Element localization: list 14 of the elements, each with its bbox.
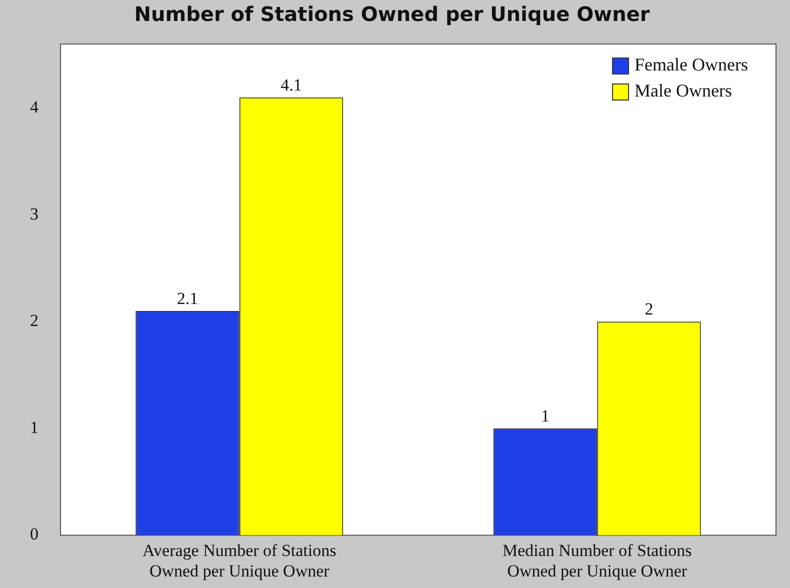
x-tick-label: Median Number of Stations Owned per Unique Owner xyxy=(502,540,692,580)
x-tick-label: Average Number of Stations Owned per Unique Owner xyxy=(142,540,336,580)
data-label: 4.1 xyxy=(280,75,302,94)
y-tick-label: 0 xyxy=(30,524,38,544)
y-tick-label: 4 xyxy=(30,98,39,117)
data-label: 1 xyxy=(541,406,550,426)
y-tick-label: 1 xyxy=(30,418,38,437)
data-label: 2 xyxy=(644,300,654,319)
y-tick-label: 2 xyxy=(30,311,38,330)
y-tick-label: 3 xyxy=(30,204,38,224)
data-label: 2.1 xyxy=(176,288,198,308)
legend-label: Male Owners xyxy=(634,80,732,101)
chart-title: Number of Stations Owned per Unique Owner xyxy=(134,2,650,26)
legend-label: Female Owners xyxy=(634,54,748,75)
